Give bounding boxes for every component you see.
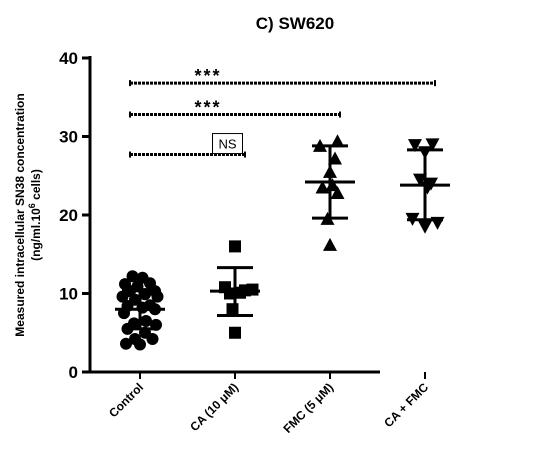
- significance-label: ***: [194, 98, 221, 118]
- x-ticks: Control CA (10 μM) FMC (5 μM) CA + FMC: [106, 372, 431, 436]
- data-point-square: [226, 303, 239, 316]
- x-tick-label: CA + FMC: [381, 380, 431, 430]
- data-point-circle: [120, 337, 132, 350]
- y-ticks: 0 10 20 30 40: [59, 49, 90, 382]
- data-point-circle: [146, 333, 159, 346]
- significance-brackets: *** *** NS: [129, 66, 436, 158]
- data-point-circle: [134, 338, 146, 351]
- y-tick-label: 10: [59, 285, 78, 304]
- y-tick-label: 40: [59, 49, 78, 68]
- significance-label: NS: [218, 137, 236, 152]
- x-tick-label: CA (10 μM): [187, 380, 241, 434]
- x-tick-label: Control: [106, 380, 146, 420]
- y-tick-label: 0: [69, 363, 78, 382]
- error-bars: [115, 144, 450, 331]
- y-axis-label-line1: Measured intracellular SN38 concentratio…: [13, 93, 27, 336]
- data-point-circle: [140, 314, 152, 327]
- data-point-triangle-down: [408, 139, 422, 153]
- data-point-circle: [126, 270, 139, 283]
- y-axis-label: Measured intracellular SN38 concentratio…: [13, 93, 43, 336]
- y-axis-label-superscript: 6: [27, 203, 37, 208]
- y-axis-label-line2-suffix: cells): [29, 169, 43, 203]
- data-point-triangle-down: [418, 220, 432, 234]
- data-point-triangle-up: [330, 134, 345, 148]
- data-point-triangle-down: [420, 181, 435, 195]
- data-point-square: [229, 240, 241, 253]
- data-point-triangle-up: [330, 186, 345, 200]
- data-point-triangle-down: [425, 138, 440, 152]
- significance-label: ***: [194, 66, 221, 86]
- data-point-square: [229, 326, 241, 339]
- data-point-triangle-up: [323, 237, 337, 251]
- data-point-circle: [139, 288, 151, 301]
- y-axis-label-line2-prefix: (ng/ml.10: [29, 208, 43, 261]
- data-point-square: [246, 283, 259, 296]
- x-tick-label: FMC (5 μM): [280, 380, 336, 436]
- ns-box: [212, 133, 243, 155]
- data-point-circle: [116, 290, 129, 303]
- y-axis-label-line2: (ng/ml.106 cells): [27, 169, 43, 261]
- y-tick-label: 30: [59, 128, 78, 147]
- data-points: [116, 134, 445, 351]
- data-point-circle: [136, 301, 149, 314]
- y-tick-label: 20: [59, 206, 78, 225]
- chart-title: C) SW620: [256, 14, 334, 33]
- data-point-circle: [151, 290, 164, 303]
